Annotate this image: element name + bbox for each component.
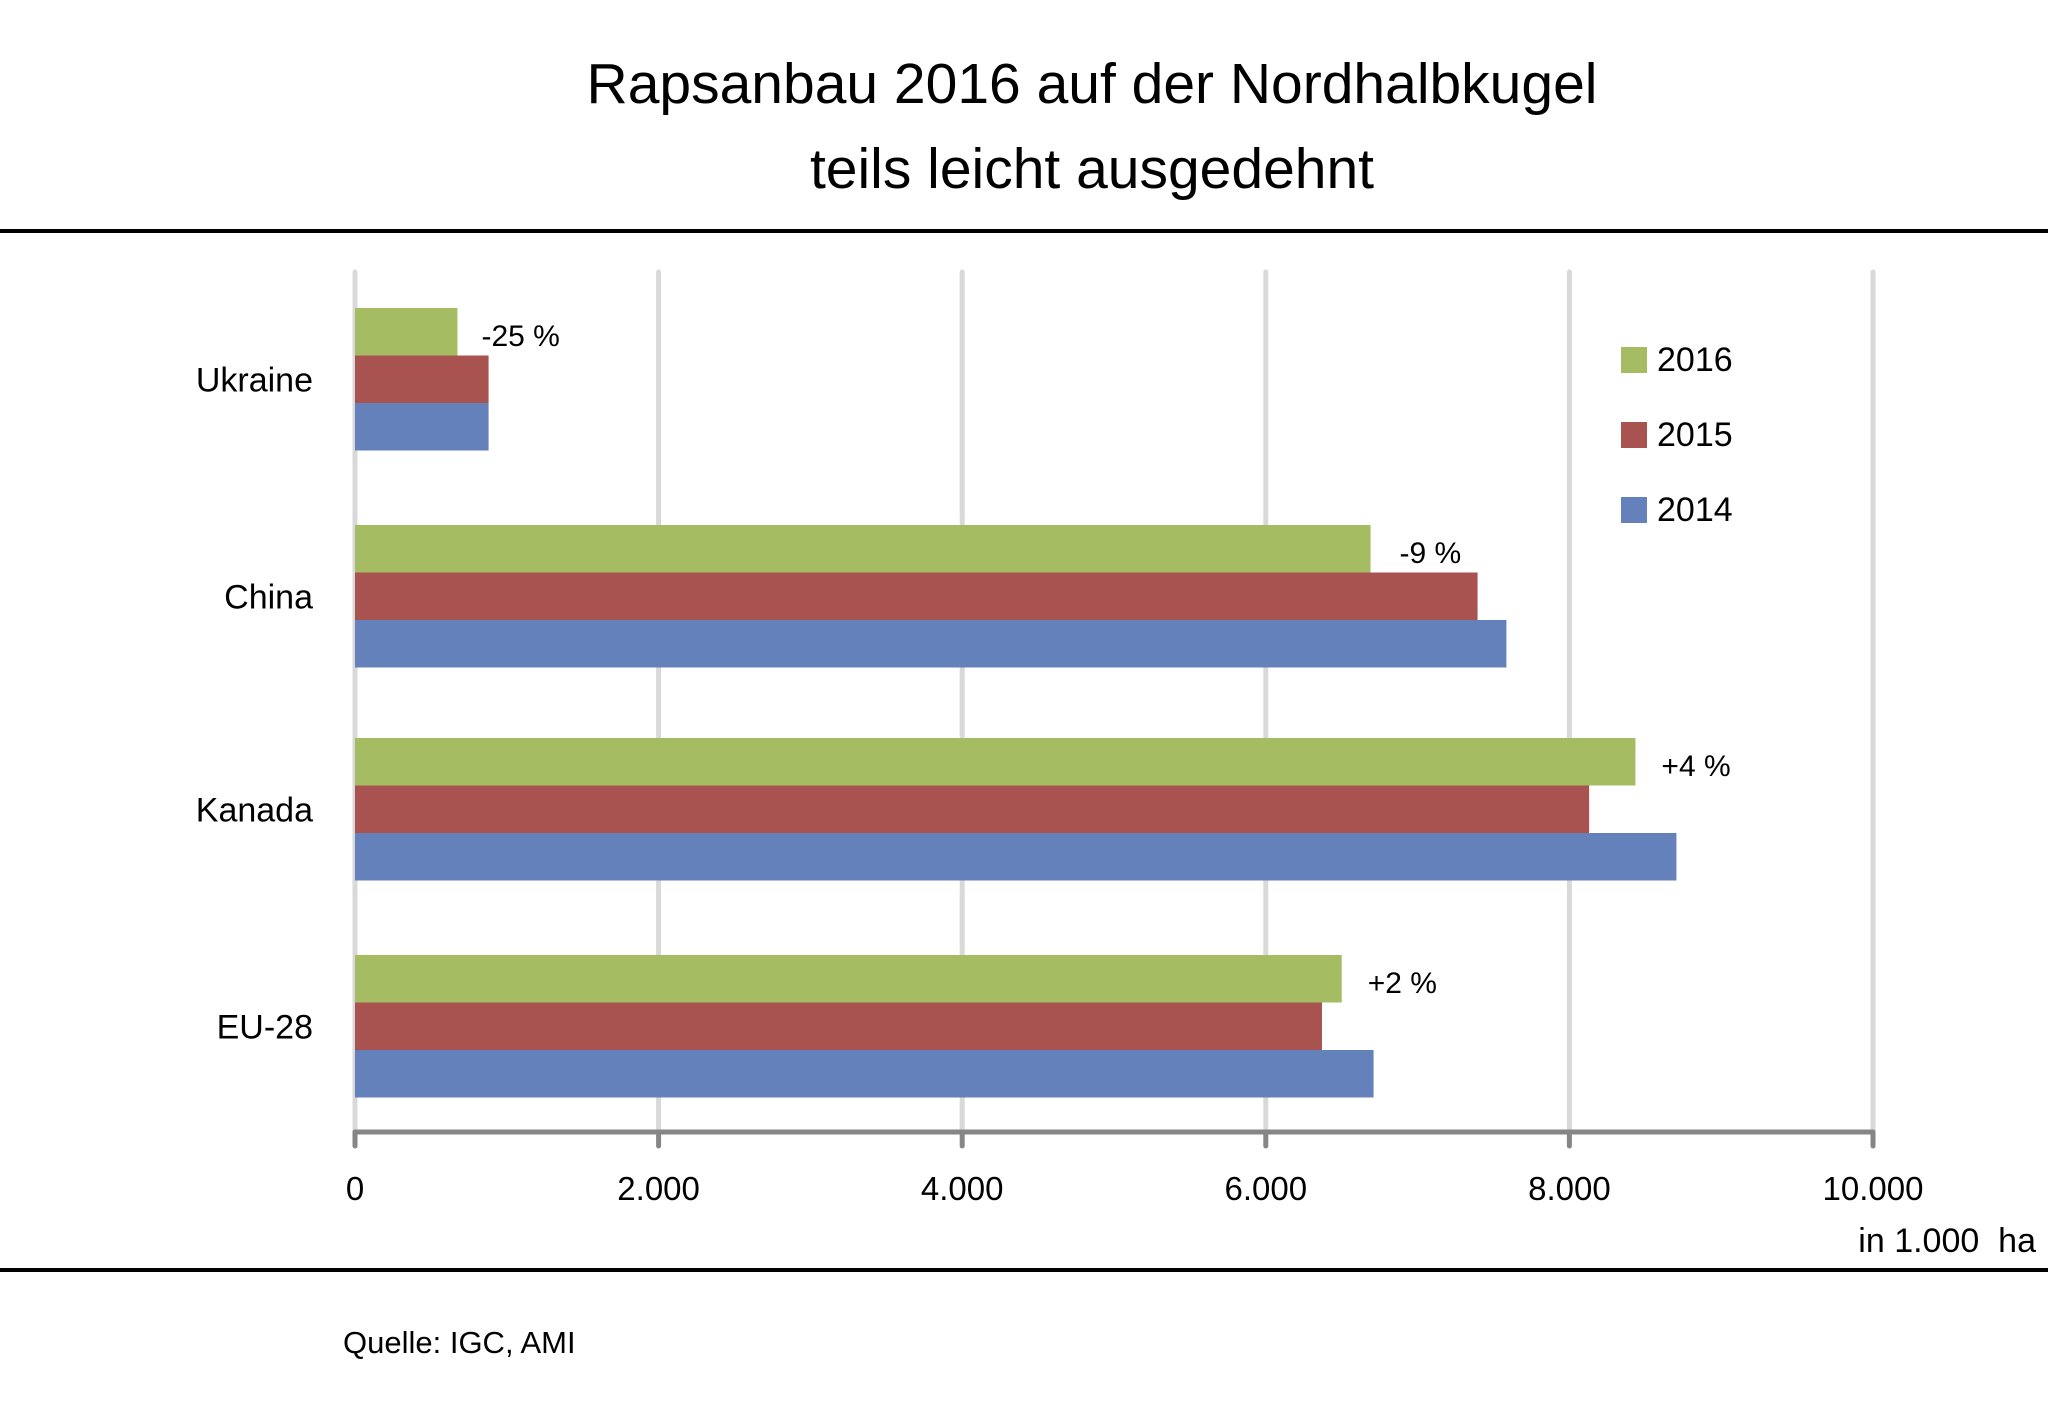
category-label: China [224, 578, 313, 616]
bar-2015-ukraine [355, 355, 489, 403]
legend-label: 2014 [1657, 491, 1733, 529]
bar-2016-kanada [355, 738, 1636, 786]
change-annotation: +4 % [1661, 750, 1730, 783]
x-tick-label: 2.000 [617, 1170, 700, 1207]
change-annotation: +2 % [1368, 967, 1437, 1000]
change-annotation: -25 % [481, 320, 559, 353]
category-labels: Ukraine China Kanada EU-28 [196, 361, 313, 1046]
legend-label: 2016 [1657, 341, 1733, 379]
bar-2014-ukraine [355, 403, 489, 451]
bar-2014-china [355, 620, 1507, 668]
bar-2015-kanada [355, 785, 1590, 833]
category-label: Kanada [196, 791, 313, 829]
bar-2015-eu-28 [355, 1002, 1322, 1050]
chart-subtitle: teils leicht ausgedehnt [810, 137, 1374, 201]
top-rule [0, 229, 2048, 233]
legend-swatch-2015 [1621, 422, 1647, 448]
bars [355, 308, 1677, 1098]
x-tick-label: 6.000 [1225, 1170, 1308, 1207]
x-tick-label: 8.000 [1528, 1170, 1611, 1207]
change-annotation: -9 % [1400, 537, 1462, 570]
legend-swatch-2014 [1621, 497, 1647, 523]
category-label: EU-28 [217, 1008, 313, 1046]
chart-title: Rapsanbau 2016 auf der Nordhalbkugel [587, 52, 1598, 116]
bar-2014-kanada [355, 833, 1677, 881]
x-tick-label: 10.000 [1823, 1170, 1924, 1207]
bar-2016-china [355, 525, 1371, 573]
legend-label: 2015 [1657, 416, 1733, 454]
bar-2016-eu-28 [355, 955, 1342, 1003]
x-axis-unit-label: in 1.000 ha [1858, 1222, 2036, 1260]
category-label: Ukraine [196, 361, 313, 399]
bar-2016-ukraine [355, 308, 458, 356]
x-tick-label: 4.000 [921, 1170, 1004, 1207]
bar-2014-eu-28 [355, 1050, 1374, 1098]
x-tick-label: 0 [346, 1170, 364, 1207]
bottom-rule [0, 1268, 2048, 1272]
source-note: Quelle: IGC, AMI [343, 1325, 576, 1360]
legend-swatch-2016 [1621, 347, 1647, 373]
x-axis: 0 2.000 4.000 6.000 8.000 10.000 [346, 1129, 1924, 1207]
legend: 2016 2015 2014 [1621, 341, 1733, 529]
bar-2015-china [355, 572, 1478, 620]
annotations: -25 % -9 % +4 % +2 % [481, 320, 1730, 1000]
